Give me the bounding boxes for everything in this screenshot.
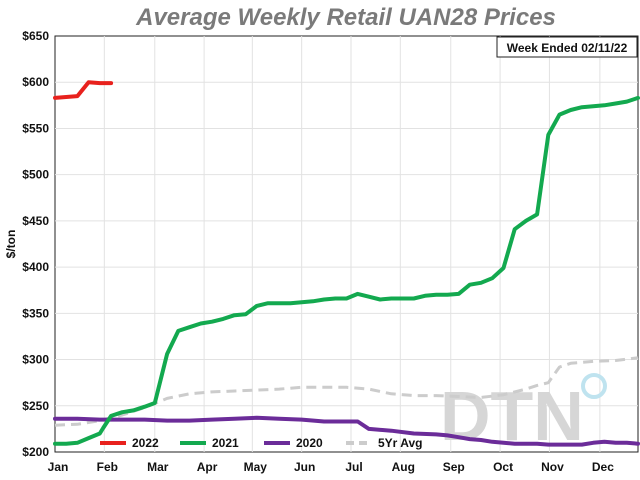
date-note-box: Week Ended 02/11/22 [496, 36, 638, 58]
y-tick-label: $300 [22, 353, 49, 367]
y-tick-label: $600 [22, 75, 49, 89]
y-axis-ticks: $200 $250 $300 $350 $400 $450 $500 $550 $600 $650 [22, 29, 49, 459]
date-note-text: Week Ended 02/11/22 [507, 41, 628, 55]
plot-area [54, 35, 639, 453]
chart-title: Average Weekly Retail UAN28 Prices [135, 4, 556, 31]
legend-label: 2022 [132, 436, 159, 450]
y-tick-label: $200 [22, 445, 49, 459]
y-tick-label: $400 [22, 260, 49, 274]
x-tick-label: Aug [392, 460, 415, 474]
legend-label: 5Yr Avg [378, 436, 422, 450]
logo-circle-icon [581, 373, 607, 399]
x-tick-label: Nov [541, 460, 564, 474]
y-tick-label: $550 [22, 121, 49, 135]
x-tick-label: Dec [592, 460, 614, 474]
legend-label: 2020 [296, 436, 323, 450]
x-tick-label: Feb [97, 460, 118, 474]
legend: 2022 2021 2020 5Yr Avg [100, 436, 422, 450]
x-tick-label: Jan [48, 460, 69, 474]
legend-label: 2021 [212, 436, 239, 450]
x-tick-label: Oct [493, 460, 513, 474]
series-line-2022 [53, 80, 114, 100]
x-tick-label: Apr [197, 460, 218, 474]
x-tick-label: Sep [443, 460, 465, 474]
y-tick-label: $500 [22, 168, 49, 182]
y-tick-label: $350 [22, 306, 49, 320]
y-axis-label: $/ton [4, 230, 18, 259]
x-tick-label: Jul [345, 460, 362, 474]
x-axis-ticks: Jan Feb Mar Apr May Jun Jul Aug Sep Oct Nov Dec [48, 460, 615, 474]
series-lines [53, 80, 640, 447]
y-tick-label: $450 [22, 214, 49, 228]
x-tick-label: May [244, 460, 268, 474]
x-tick-label: Jun [294, 460, 315, 474]
x-tick-label: Mar [147, 460, 169, 474]
series-line-2020 [53, 415, 640, 447]
y-tick-label: $250 [22, 399, 49, 413]
series-line-2021 [53, 95, 640, 446]
date-note-frame [496, 36, 638, 58]
y-tick-label: $650 [22, 29, 49, 43]
